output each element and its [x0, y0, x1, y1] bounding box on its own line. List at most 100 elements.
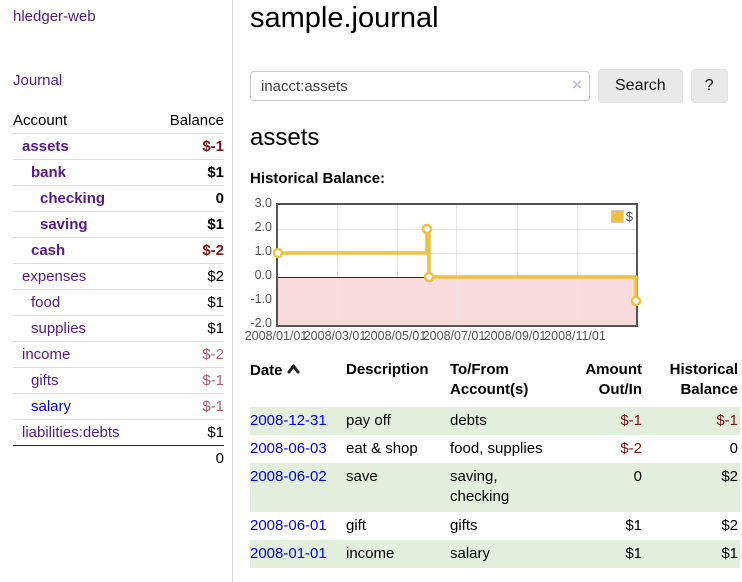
- account-row-supplies: supplies $1: [13, 315, 224, 342]
- x-tick-label: 2008/11/01: [544, 329, 606, 343]
- chart-plot-area: $: [272, 203, 642, 327]
- balance-series-line: [272, 223, 642, 307]
- account-link-salary[interactable]: salary: [31, 398, 72, 415]
- account-balance: $-2: [152, 237, 224, 264]
- main-content: sample.journal × Search ? assets Histori…: [245, 0, 742, 582]
- register-header-amount: Amount Out/In: [585, 361, 642, 399]
- app-title-link[interactable]: hledger-web: [13, 8, 96, 25]
- y-tick-label: -1.0: [250, 292, 272, 306]
- account-row-liabilities-debts: liabilities:debts $1: [13, 419, 224, 446]
- account-row-assets: assets $-1: [13, 133, 224, 160]
- transaction-amount: 0: [566, 463, 650, 512]
- transaction-date-link[interactable]: 2008-01-01: [250, 544, 327, 562]
- account-row-expenses: expenses $2: [13, 263, 224, 290]
- x-tick-label: 2008/05/01: [363, 329, 427, 343]
- account-link-saving[interactable]: saving: [40, 216, 88, 233]
- transaction-accounts: debts: [450, 406, 566, 435]
- register-row: 2008-01-01 income salary $1 $1: [250, 539, 740, 568]
- register-table: Date Description To/From Account(s) Amou…: [250, 358, 740, 568]
- account-balance: $2: [152, 263, 224, 290]
- y-tick-label: 1.0: [254, 244, 272, 258]
- search-button[interactable]: Search: [598, 69, 683, 103]
- transaction-accounts: salary: [450, 539, 566, 568]
- transaction-balance: $1: [650, 539, 740, 568]
- accounts-total-row: 0: [13, 445, 224, 471]
- transaction-date-link[interactable]: 2008-06-02: [250, 468, 327, 485]
- register-header-row: Date Description To/From Account(s) Amou…: [250, 358, 740, 407]
- transaction-amount: $-1: [566, 406, 650, 435]
- legend-swatch-icon: [610, 210, 624, 223]
- register-row: 2008-06-03 eat & shop food, supplies $-2…: [250, 435, 740, 463]
- account-link-liabilities-debts[interactable]: liabilities:debts: [22, 424, 120, 441]
- account-link-assets[interactable]: assets: [22, 138, 69, 155]
- clear-search-icon[interactable]: ×: [572, 75, 582, 94]
- account-balance: $-1: [152, 393, 224, 420]
- transaction-description: eat & shop: [346, 439, 418, 457]
- register-row: 2008-06-01 gift gifts $1 $2: [250, 512, 740, 540]
- account-balance: $1: [152, 419, 224, 446]
- account-heading: assets: [250, 124, 320, 151]
- account-link-bank[interactable]: bank: [31, 164, 67, 181]
- x-tick-label: 2008/09/01: [483, 329, 547, 343]
- account-link-cash[interactable]: cash: [31, 242, 66, 259]
- account-row-saving: saving $1: [13, 211, 224, 238]
- transaction-date-link[interactable]: 2008-06-03: [250, 439, 327, 457]
- account-row-bank: bank $1: [13, 159, 224, 186]
- legend-label: $: [625, 209, 633, 224]
- transaction-balance: $-1: [650, 406, 740, 435]
- data-point: [630, 295, 642, 307]
- account-link-supplies[interactable]: supplies: [31, 320, 87, 337]
- account-link-income[interactable]: income: [22, 346, 71, 363]
- search-form: × Search ?: [250, 69, 728, 103]
- transaction-accounts: gifts: [450, 516, 478, 534]
- gridline: [456, 205, 457, 325]
- x-tick-label: 2008/07/01: [422, 329, 486, 343]
- gridline: [517, 205, 518, 325]
- y-tick-label: 2.0: [254, 220, 272, 234]
- account-row-salary: salary $-1: [13, 393, 224, 420]
- data-point: [423, 271, 435, 283]
- register-row: 2008-06-02 save saving, checking 0 $2: [250, 463, 740, 512]
- chart-title: Historical Balance:: [250, 170, 386, 187]
- account-link-checking[interactable]: checking: [40, 190, 106, 207]
- account-balance: $-1: [152, 133, 224, 160]
- chart-legend: $: [610, 209, 633, 224]
- transaction-description: income: [346, 539, 450, 568]
- gridline: [278, 301, 636, 302]
- transaction-accounts: saving, checking: [450, 463, 566, 512]
- date-header-label: Date: [250, 362, 283, 379]
- account-balance: $1: [152, 315, 224, 342]
- page-title: sample.journal: [250, 2, 439, 34]
- transaction-balance: $2: [721, 516, 738, 534]
- transaction-amount: $1: [625, 516, 642, 534]
- accounts-header-account: Account: [13, 112, 68, 129]
- y-tick-label: 0.0: [254, 268, 272, 282]
- transaction-balance: 0: [729, 439, 738, 457]
- gridline: [397, 205, 398, 325]
- account-row-cash: cash $-2: [13, 237, 224, 264]
- historical-balance-chart: 3.0 2.0 1.0 0.0 -1.0 -2.0: [245, 196, 742, 348]
- search-input[interactable]: [250, 71, 590, 101]
- x-tick-label: 2008/01/01: [244, 329, 308, 343]
- register-header-description: Description: [346, 361, 429, 378]
- register-header-date[interactable]: Date: [250, 358, 346, 407]
- account-balance: 0: [152, 185, 224, 212]
- account-balance: $1: [152, 159, 224, 186]
- sort-ascending-icon: [287, 360, 300, 380]
- account-link-food[interactable]: food: [31, 294, 61, 311]
- gridline: [577, 205, 578, 325]
- account-balance: $-1: [152, 367, 224, 394]
- transaction-amount: $1: [566, 539, 650, 568]
- sidebar-item-journal[interactable]: Journal: [13, 72, 63, 89]
- x-tick-label: 2008/03/01: [303, 329, 367, 343]
- transaction-date-link[interactable]: 2008-06-01: [250, 516, 327, 534]
- account-row-food: food $1: [13, 289, 224, 316]
- account-link-gifts[interactable]: gifts: [31, 372, 59, 389]
- transaction-amount: $-2: [620, 439, 642, 457]
- transaction-date-link[interactable]: 2008-12-31: [250, 411, 327, 429]
- accounts-header-balance: Balance: [169, 112, 224, 129]
- transaction-balance: $2: [650, 463, 740, 512]
- help-button[interactable]: ?: [690, 69, 728, 103]
- register-row: 2008-12-31 pay off debts $-1 $-1: [250, 406, 740, 435]
- account-link-expenses[interactable]: expenses: [22, 268, 87, 285]
